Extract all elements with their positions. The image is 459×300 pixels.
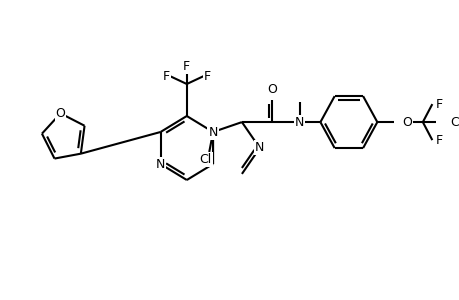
Text: F: F xyxy=(183,59,190,73)
Text: O: O xyxy=(401,116,411,129)
Text: F: F xyxy=(162,70,169,83)
Text: N: N xyxy=(156,158,165,170)
Text: F: F xyxy=(435,134,442,147)
Text: N: N xyxy=(255,142,264,154)
Text: Cl: Cl xyxy=(449,116,459,129)
Text: O: O xyxy=(56,107,65,120)
Text: F: F xyxy=(435,98,442,111)
Text: N: N xyxy=(294,116,303,129)
Text: Cl: Cl xyxy=(199,154,211,166)
Text: O: O xyxy=(267,83,277,96)
Text: F: F xyxy=(203,70,211,83)
Text: N: N xyxy=(208,125,217,139)
